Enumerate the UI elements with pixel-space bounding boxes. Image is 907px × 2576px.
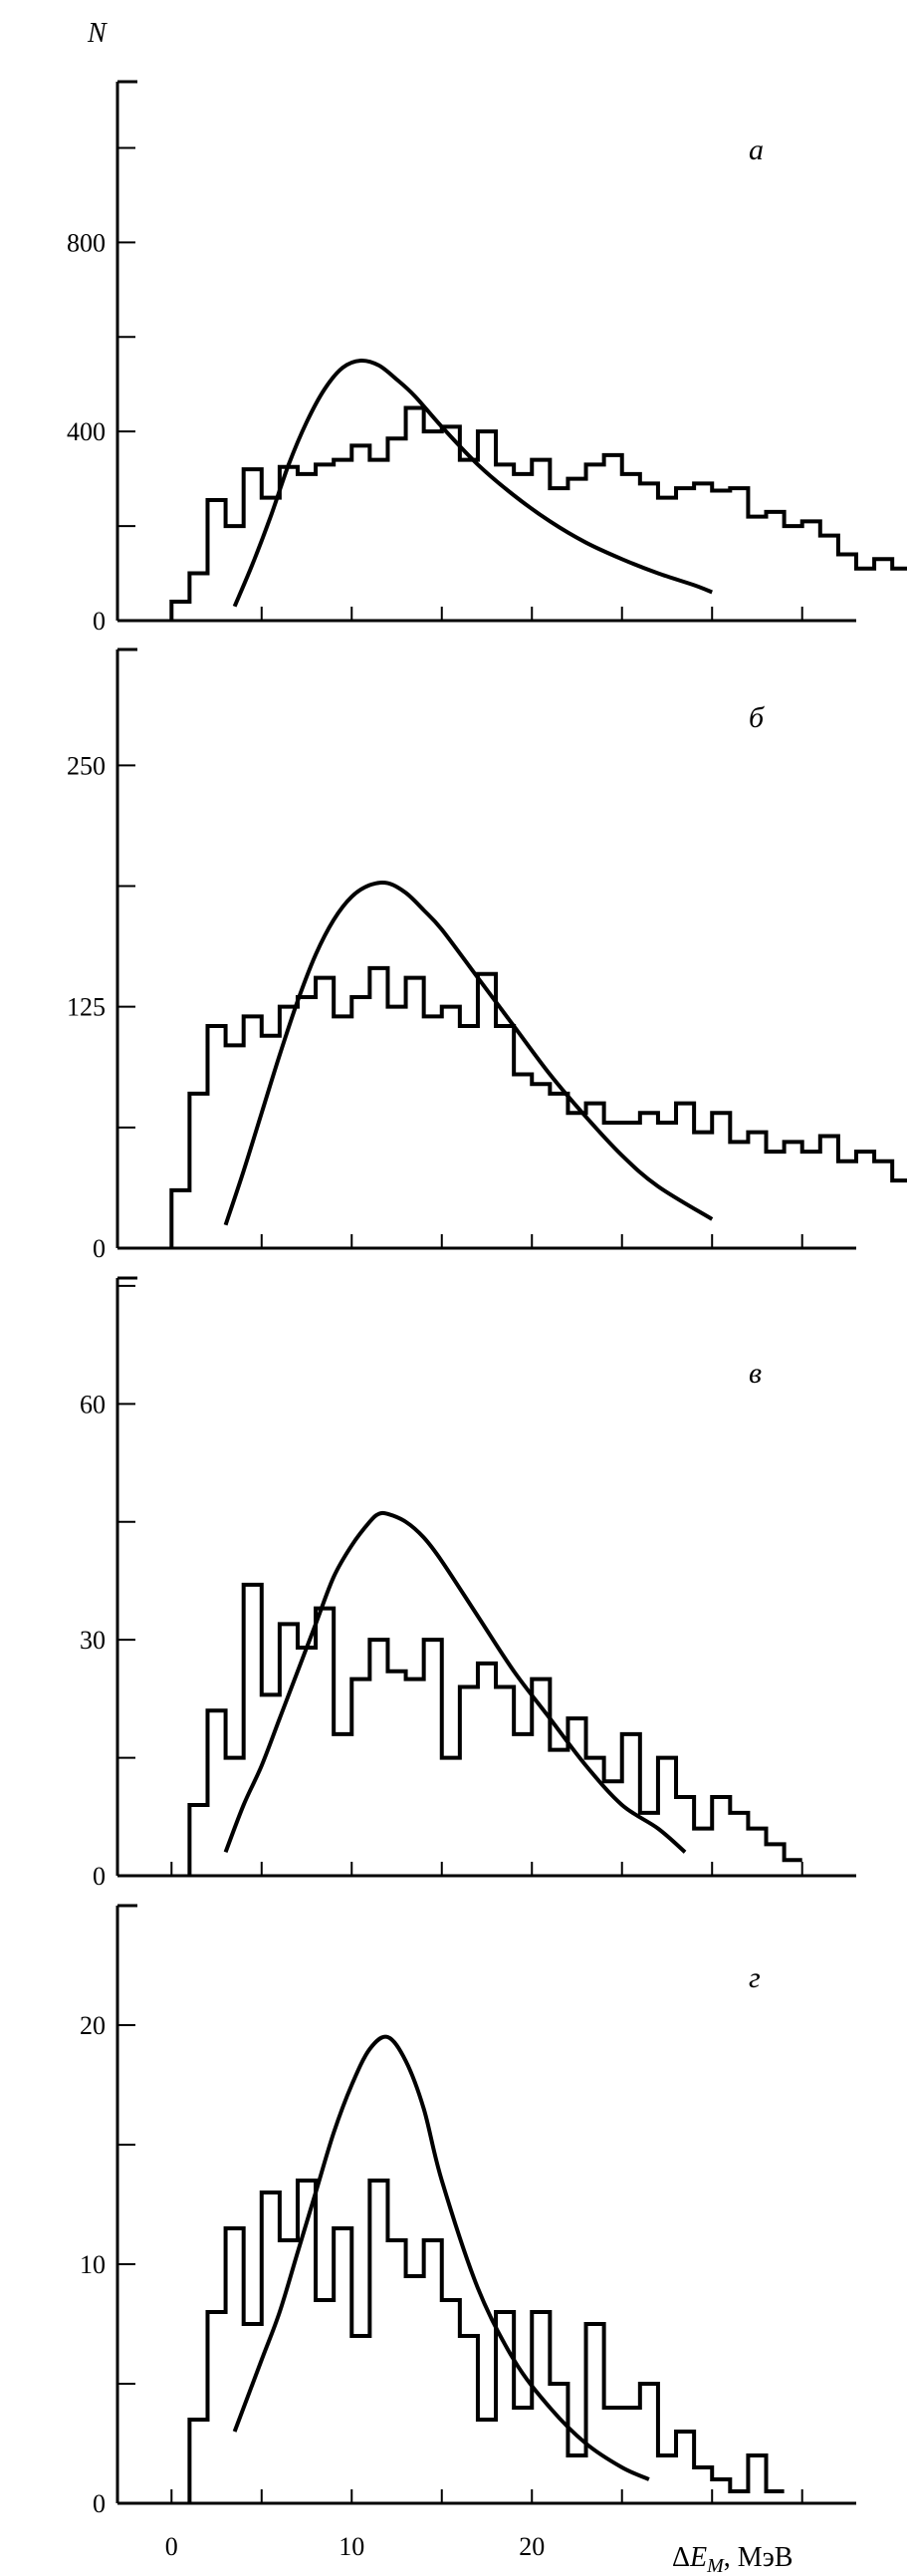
x-tick-label: 10	[339, 2532, 364, 2561]
panel-letter: в	[749, 1357, 762, 1390]
histogram-series	[169, 965, 907, 1248]
y-tick-label: 10	[80, 2250, 106, 2279]
y-tick-label: 400	[67, 417, 106, 446]
panel-3: 0 10 20 г	[80, 1904, 856, 2518]
panel-letter: г	[749, 1961, 761, 1994]
histogram-series	[187, 1582, 802, 1876]
x-axis-title-delta: Δ	[672, 2542, 690, 2573]
x-axis-title-unit: , МэВ	[724, 2542, 794, 2573]
panel-letter: а	[749, 133, 764, 166]
y-tick-label: 250	[67, 751, 106, 780]
y-tick-label: 20	[80, 2011, 106, 2040]
model-curve	[232, 2034, 650, 2481]
model-curve	[232, 358, 713, 608]
x-tick-label: 20	[519, 2532, 545, 2561]
histogram-series	[187, 2179, 785, 2503]
chart-panels: 0 400 800 а 0 125 250 б 0 30 60 в 0 10 20 г 0 10 20	[67, 80, 907, 2561]
model-curve	[223, 881, 714, 1226]
y-tick-label: 60	[80, 1390, 106, 1418]
y-tick-label: 0	[93, 1862, 106, 1891]
y-tick-label: 125	[67, 993, 106, 1022]
y-tick-label: 0	[93, 1234, 106, 1263]
panel-letter: б	[749, 701, 765, 734]
panel-2: 0 30 60 в	[80, 1276, 856, 1891]
model-curve	[223, 1510, 687, 1854]
x-axis-title-sub: M	[706, 2555, 725, 2576]
panel-0: 0 400 800 а	[67, 80, 907, 636]
panel-1: 0 125 250 б	[67, 647, 907, 1263]
y-tick-label: 0	[93, 2489, 106, 2518]
y-axis-title: N	[87, 18, 108, 49]
y-tick-label: 800	[67, 228, 106, 257]
y-tick-label: 0	[93, 607, 106, 636]
y-tick-label: 30	[80, 1626, 106, 1655]
x-axis-title-var: E	[689, 2542, 707, 2573]
histogram-series	[169, 405, 907, 621]
x-tick-label: 0	[165, 2532, 178, 2561]
x-axis-title: ΔEM, МэВ	[672, 2542, 793, 2576]
